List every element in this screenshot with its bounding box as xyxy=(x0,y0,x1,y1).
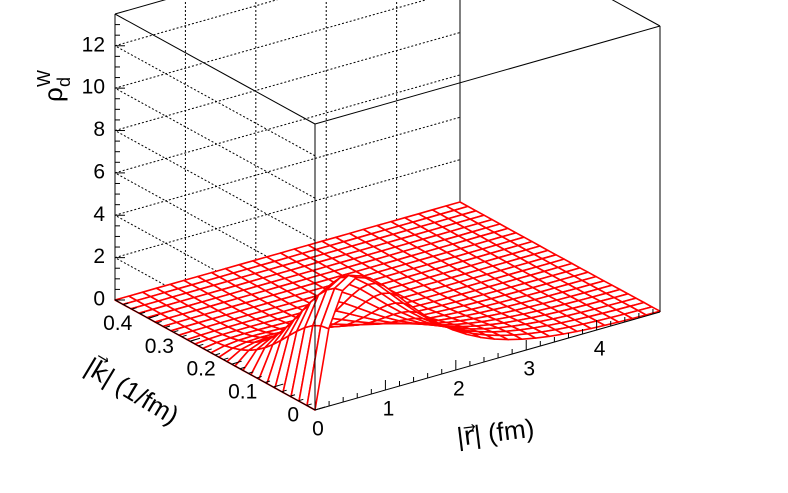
z-axis-label: ρ W d xyxy=(34,70,74,102)
y-minor-tick xyxy=(239,366,246,370)
y-tick-label: 0.1 xyxy=(228,381,257,404)
x-tick-label: 3 xyxy=(523,358,535,381)
y-minor-tick xyxy=(164,325,171,328)
y-minor-tick xyxy=(189,339,196,342)
z-gridline xyxy=(114,0,278,47)
y-minor-tick xyxy=(206,348,212,351)
y-minor-tick xyxy=(173,330,179,333)
z-axis-label-sub: d xyxy=(54,77,74,87)
y-minor-tick xyxy=(231,362,237,365)
y-minor-tick xyxy=(273,385,279,388)
z-gridline xyxy=(114,116,461,216)
box-edge xyxy=(314,25,661,125)
x-tick-label: 4 xyxy=(594,338,606,361)
y-minor-tick xyxy=(123,302,129,306)
y-axis-label: |k⃗| (1/fm) xyxy=(80,351,185,431)
y-minor-tick xyxy=(306,403,312,406)
box-front-edges xyxy=(314,26,661,410)
z-tick-label: 8 xyxy=(93,118,105,141)
x-tick-label: 1 xyxy=(383,398,395,421)
y-minor-tick xyxy=(131,307,137,310)
y-minor-tick xyxy=(156,320,162,324)
y-minor-tick xyxy=(264,380,271,383)
y-minor-tick xyxy=(298,398,304,402)
z-axis-label-sup: W xyxy=(34,70,54,87)
box-edge xyxy=(114,0,167,15)
x-tick-label: 2 xyxy=(453,378,465,401)
z-gridline xyxy=(114,32,461,131)
z-gridline xyxy=(114,45,316,157)
y-minor-tick xyxy=(256,375,262,379)
z-gridline xyxy=(114,0,428,89)
y-minor-tick xyxy=(248,371,254,374)
y-tick-label: 0 xyxy=(287,404,299,427)
y-minor-tick xyxy=(289,394,296,397)
z-gridline xyxy=(114,130,316,241)
y-minor-tick xyxy=(139,311,146,315)
y-minor-tick xyxy=(214,353,221,356)
y-minor-tick xyxy=(181,334,187,338)
z-tick-label: 10 xyxy=(82,76,105,99)
z-tick-label: 2 xyxy=(93,245,105,268)
z-tick-label: 6 xyxy=(93,160,105,183)
y-minor-tick xyxy=(281,389,287,393)
x-axis-label: |r⃗| (fm) xyxy=(455,413,536,452)
y-tick-label: 0.4 xyxy=(103,312,133,335)
z-gridline xyxy=(114,87,316,199)
y-tick-label: 0.3 xyxy=(145,335,174,358)
x-tick-label: 0 xyxy=(312,418,324,441)
z-gridline xyxy=(114,74,461,174)
z-tick-label: 0 xyxy=(93,288,105,311)
axes xyxy=(114,14,661,411)
y-tick xyxy=(314,406,326,411)
surface-mesh xyxy=(114,201,661,411)
y-minor-tick xyxy=(148,316,154,319)
box-edge xyxy=(611,0,661,27)
z-axis-label-main: ρ xyxy=(38,87,68,102)
y-minor-tick xyxy=(223,357,229,361)
x-axis-line xyxy=(314,311,661,411)
y-minor-tick xyxy=(198,343,204,347)
surface-cell xyxy=(637,306,661,316)
y-tick-label: 0.2 xyxy=(186,358,215,381)
box-edge xyxy=(114,13,316,125)
z-tick-label: 12 xyxy=(82,33,105,56)
z-tick-label: 4 xyxy=(93,203,105,226)
